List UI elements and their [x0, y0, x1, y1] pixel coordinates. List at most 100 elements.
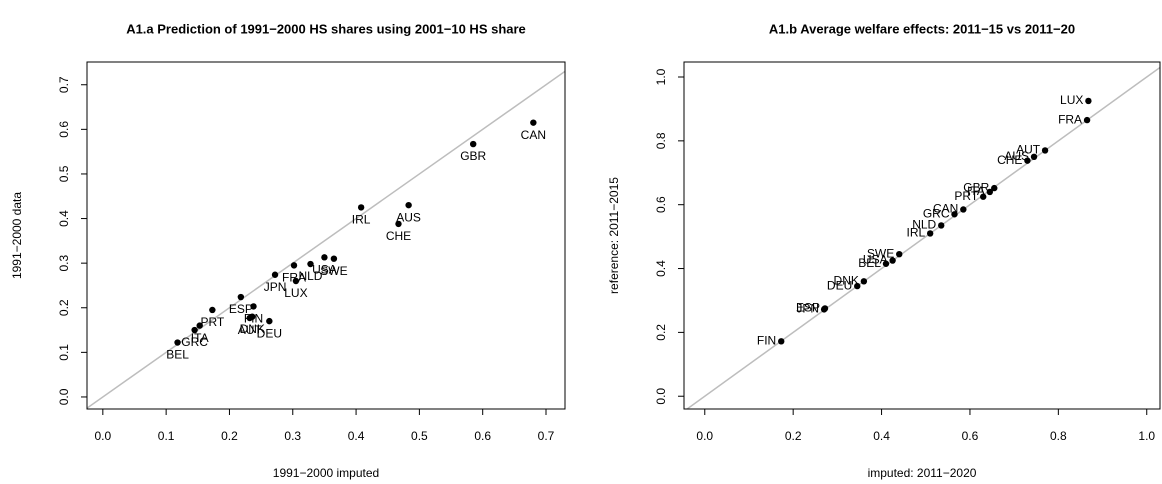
point [854, 282, 861, 290]
point-label: SWE [320, 264, 347, 278]
point-label: PRT [200, 315, 224, 329]
point-label: IRL [906, 226, 925, 240]
point [1041, 147, 1049, 154]
point [290, 262, 298, 269]
point [292, 277, 300, 285]
y-tick-label: 0.6 [654, 196, 668, 213]
x-axis-label: imputed: 2011−2020 [868, 466, 977, 480]
point-label: ESP [796, 301, 820, 315]
point [250, 303, 257, 310]
point-label: LUX [284, 286, 307, 300]
point-label: AUT [1016, 143, 1041, 157]
y-tick-label: 1.0 [654, 68, 668, 85]
point [960, 206, 967, 213]
point [395, 220, 402, 228]
point [1083, 116, 1091, 124]
point-label: AUS [396, 210, 421, 224]
x-tick-label: 0.1 [158, 429, 175, 443]
y-tick-label: 0.5 [57, 165, 71, 182]
point [405, 201, 412, 209]
point-label: AUT [238, 323, 263, 337]
x-tick-label: 0.4 [348, 429, 365, 443]
point [1024, 157, 1031, 164]
point [266, 317, 273, 325]
plot-frame [86, 61, 566, 410]
point [321, 254, 328, 261]
point-label: ITA [967, 184, 985, 198]
y-tick-label: 0.4 [57, 210, 71, 227]
point [821, 305, 829, 312]
y-tick-label: 0.2 [57, 299, 71, 316]
point-label: FRA [282, 271, 306, 285]
point [1030, 153, 1038, 161]
x-axis-label: 1991−2000 imputed [273, 466, 379, 480]
point-label: ITA [191, 331, 209, 345]
point-label: FIN [757, 333, 776, 347]
point [196, 322, 203, 329]
x-tick-label: 0.6 [962, 429, 979, 443]
x-tick-label: 0.2 [785, 429, 802, 443]
point [882, 260, 890, 267]
point [330, 255, 338, 262]
y-tick-label: 0.2 [654, 324, 668, 341]
point-label: GBR [963, 180, 989, 194]
point-label: DEU [257, 326, 282, 340]
point-label: USA [312, 263, 337, 277]
point [926, 230, 934, 237]
point-label: CHE [997, 153, 1022, 167]
point-label: BEL [858, 256, 881, 270]
point-label: DNK [240, 322, 265, 336]
point [530, 119, 537, 126]
x-tick-label: 0.0 [94, 429, 111, 443]
point [896, 250, 903, 258]
point-label: NLD [298, 269, 322, 283]
point-label: NLD [912, 218, 936, 232]
plot-frame [683, 61, 1161, 410]
point-label: GBR [460, 149, 486, 163]
point [951, 211, 958, 218]
point [860, 278, 868, 285]
point-label: SWE [867, 246, 894, 260]
point-label: JPN [264, 280, 287, 294]
y-tick-label: 0.0 [654, 388, 668, 405]
point [174, 339, 181, 346]
point [271, 271, 279, 278]
y-tick-label: 0.8 [654, 132, 668, 149]
point-label: LUX [1060, 93, 1083, 107]
y-tick-label: 0.0 [57, 388, 71, 405]
chart-title: A1.b Average welfare effects: 2011−15 vs… [769, 21, 1075, 36]
point-label: GRC [181, 335, 208, 349]
point [991, 184, 998, 192]
point [469, 140, 477, 148]
point-label: DEU [827, 278, 852, 292]
x-tick-label: 0.3 [284, 429, 301, 443]
reference-line [685, 66, 1160, 409]
point [237, 293, 245, 301]
point-label: CAN [521, 128, 546, 142]
y-tick-label: 0.1 [57, 344, 71, 361]
x-tick-label: 0.0 [696, 429, 713, 443]
point [357, 204, 365, 211]
point-label: CAN [933, 202, 958, 216]
y-tick-label: 0.6 [57, 121, 71, 138]
x-tick-label: 0.4 [873, 429, 890, 443]
point [307, 260, 314, 268]
y-tick-label: 0.3 [57, 254, 71, 271]
point-label: ESP [229, 302, 253, 316]
point-label: CHE [386, 229, 411, 243]
point [986, 188, 994, 196]
point-label: DNK [834, 273, 859, 287]
x-tick-label: 0.5 [411, 429, 428, 443]
point [980, 193, 987, 200]
x-tick-label: 0.6 [474, 429, 491, 443]
point-label: IRL [352, 213, 371, 227]
y-tick-label: 0.7 [57, 76, 71, 93]
point [778, 338, 785, 345]
point-label: AUS [1004, 149, 1029, 163]
y-axis-label: reference: 2011−2015 [607, 177, 621, 294]
point [889, 257, 896, 264]
x-tick-label: 0.7 [538, 429, 555, 443]
x-tick-label: 0.8 [1050, 429, 1067, 443]
point [191, 326, 198, 334]
